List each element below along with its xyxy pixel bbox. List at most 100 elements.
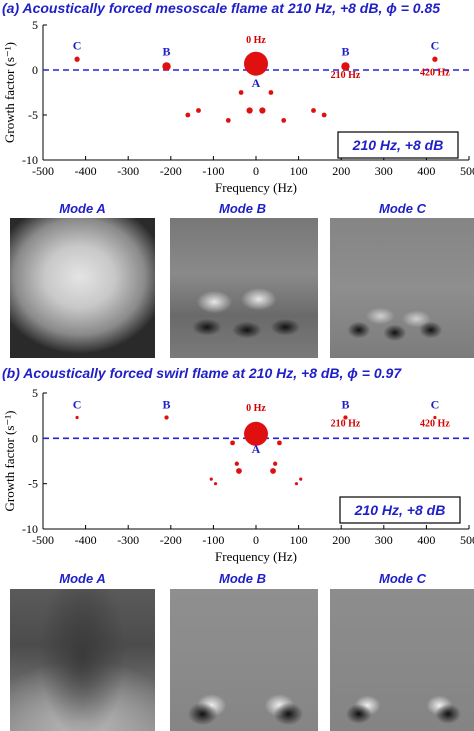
mode-annotation: B — [341, 397, 349, 411]
eigenvalue-point — [164, 415, 169, 420]
eigenvalue-point — [185, 112, 191, 118]
mode-annotation: C — [73, 38, 82, 52]
panel-a-mode-c-image — [330, 218, 474, 358]
panel-b-mode-a-image — [10, 589, 155, 731]
x-tick-label: 400 — [417, 164, 435, 178]
eigenvalue-point — [236, 468, 242, 474]
eigenvalue-point — [281, 118, 287, 123]
mode-annotation: B — [163, 397, 171, 411]
x-tick-label: 300 — [375, 164, 393, 178]
eigenvalue-point — [270, 468, 276, 474]
eigenvalue-point — [277, 440, 282, 446]
y-tick-label: -10 — [22, 153, 38, 167]
x-tick-label: 0 — [253, 164, 259, 178]
x-tick-label: -100 — [202, 533, 224, 547]
eigenvalue-point — [321, 112, 327, 118]
x-tick-label: 500 — [460, 164, 474, 178]
mode-annotation: C — [73, 397, 82, 411]
chart-a: -500 -400 -300 -200 -100 0 100 200 300 400 500 -10 -… — [2, 20, 474, 195]
y-axis-label: Growth factor (s⁻¹) — [2, 410, 17, 511]
eigenvalue-point — [238, 90, 244, 95]
eigenvalue-point — [299, 477, 303, 481]
x-tick-label: -200 — [160, 533, 182, 547]
eigenvalue-point — [432, 56, 438, 62]
x-tick-label: 100 — [290, 164, 308, 178]
y-tick-label: 5 — [32, 20, 38, 32]
frequency-annotation: 0 Hz — [246, 403, 266, 414]
panel-b-mode-b-label: Mode B — [219, 571, 266, 586]
x-axis-label: Frequency (Hz) — [215, 180, 297, 195]
x-tick-label: 300 — [375, 533, 393, 547]
eigenvalue-point — [273, 461, 278, 466]
legend-text: 210 Hz, +8 dB — [352, 137, 444, 153]
eigenvalue-point — [433, 415, 437, 420]
x-tick-label: -100 — [202, 164, 224, 178]
mode-annotation: A — [252, 442, 261, 456]
y-tick-label: -5 — [28, 108, 38, 122]
eigenvalue-point — [341, 62, 350, 71]
legend-box — [339, 496, 461, 524]
x-tick-label: -400 — [75, 533, 97, 547]
frequency-annotation: 420 Hz — [420, 419, 450, 430]
eigenvalue-point — [225, 118, 231, 123]
mode-annotation: C — [431, 397, 440, 411]
chart-b: -500 -400 -300 -200 -100 0 100 200 300 400 500 -10 -… — [2, 386, 474, 564]
y-tick-label: 0 — [32, 431, 38, 445]
legend-text: 210 Hz, +8 dB — [354, 502, 446, 518]
eigenvalue-point — [74, 56, 80, 62]
x-tick-label: 200 — [332, 164, 350, 178]
eigenvalue-point — [268, 90, 274, 95]
frequency-annotation: 0 Hz — [246, 35, 266, 46]
panel-b-mode-c-image — [330, 589, 474, 731]
frequency-annotation: 420 Hz — [420, 67, 450, 78]
eigenvalue-point — [230, 440, 235, 446]
panel-a-mode-a-image — [10, 218, 155, 358]
eigenvalue-point — [213, 482, 218, 486]
eigenvalue-point — [343, 415, 348, 420]
x-axis-label: Frequency (Hz) — [215, 549, 297, 564]
x-tick-label: -200 — [160, 164, 182, 178]
eigenvalue-point — [209, 477, 213, 481]
panel-a-mode-c-label: Mode C — [379, 201, 426, 216]
eigenvalue-point — [244, 51, 268, 76]
y-tick-label: -5 — [28, 477, 38, 491]
frequency-annotation: 210 Hz — [331, 419, 361, 430]
panel-a-mode-b-image — [170, 218, 318, 358]
eigenvalue-point — [244, 421, 268, 446]
panel-a-mode-b-label: Mode B — [219, 201, 266, 216]
eigenvalue-point — [246, 107, 253, 114]
x-tick-label: -500 — [32, 533, 54, 547]
x-tick-label: 400 — [417, 533, 435, 547]
panel-b-mode-b-image — [170, 589, 318, 731]
legend-box — [337, 131, 459, 159]
eigenvalue-point — [162, 62, 171, 71]
x-tick-label: -300 — [117, 533, 139, 547]
x-tick-label: -500 — [32, 164, 54, 178]
eigenvalue-point — [294, 482, 299, 486]
panel-a-mode-a-label: Mode A — [59, 201, 106, 216]
y-tick-label: -10 — [22, 522, 38, 536]
x-tick-label: 200 — [332, 533, 350, 547]
mode-annotation: B — [341, 45, 349, 59]
mode-annotation: A — [252, 76, 261, 90]
panel-b-mode-a-label: Mode A — [59, 571, 106, 586]
eigenvalue-point — [311, 108, 316, 113]
mode-annotation: C — [431, 38, 440, 52]
x-tick-label: -300 — [117, 164, 139, 178]
panel-b-mode-c-label: Mode C — [379, 571, 426, 586]
x-tick-label: 500 — [460, 533, 474, 547]
mode-annotation: B — [163, 45, 171, 59]
eigenvalue-point — [196, 108, 201, 113]
y-tick-label: 5 — [32, 386, 38, 400]
frequency-annotation: 210 Hz — [331, 70, 361, 81]
eigenvalue-point — [75, 415, 79, 420]
x-tick-label: 100 — [290, 533, 308, 547]
x-tick-label: -400 — [75, 164, 97, 178]
eigenvalue-point — [234, 461, 239, 466]
y-tick-label: 0 — [32, 63, 38, 77]
panel-a-title: (a) Acoustically forced mesoscale flame … — [2, 0, 441, 16]
x-tick-label: 0 — [253, 533, 259, 547]
y-axis-label: Growth factor (s⁻¹) — [2, 42, 17, 143]
eigenvalue-point — [259, 107, 266, 114]
panel-b-title: (b) Acoustically forced swirl flame at 2… — [2, 365, 402, 381]
